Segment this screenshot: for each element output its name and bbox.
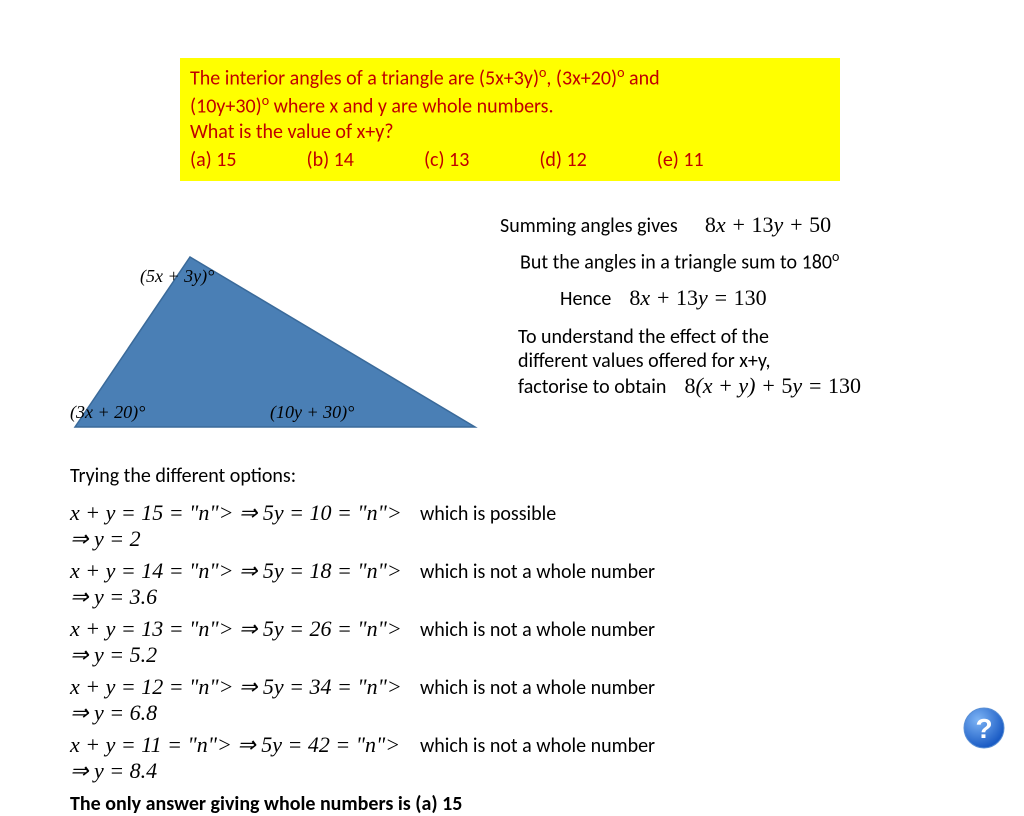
trial-row: x + y = 11 = "n"> ⇒ 5y = 42 = "n"> ⇒ y =… [70,732,990,784]
factored-expr: 8(x + y) + 5y = 130 [684,373,861,398]
trial-comment: which is not a whole number [420,734,655,758]
triangle-angle-right: (10y + 30)° [270,402,354,423]
option-c: (c) 13 [424,147,469,173]
help-icon: ? [962,706,1006,750]
trial-equation: x + y = 15 = "n"> ⇒ 5y = 10 = "n"> ⇒ y =… [70,500,420,552]
trial-comment: which is not a whole number [420,676,655,700]
option-d: (d) 12 [539,147,586,173]
trial-row: x + y = 14 = "n"> ⇒ 5y = 18 = "n"> ⇒ y =… [70,558,990,610]
trial-comment: which is not a whole number [420,618,655,642]
trials-section: Trying the different options: x + y = 15… [70,464,990,816]
trial-row: x + y = 12 = "n"> ⇒ 5y = 34 = "n"> ⇒ y =… [70,674,990,726]
hence-label: Hence [560,287,611,311]
answer-options: (a) 15 (b) 14 (c) 13 (d) 12 (e) 11 [190,147,830,173]
svg-text:?: ? [975,713,992,744]
trial-row: x + y = 15 = "n"> ⇒ 5y = 10 = "n"> ⇒ y =… [70,500,990,552]
triangle-angle-left: (3x + 20)° [70,402,145,423]
question-line1: The interior angles of a triangle are (5… [190,64,830,92]
final-answer: The only answer giving whole numbers is … [70,792,990,816]
summing-label: Summing angles gives [500,214,678,238]
understand-line1: To understand the effect of the [518,325,1010,349]
understand-line3: factorise to obtain [518,375,666,399]
trial-equation: x + y = 11 = "n"> ⇒ 5y = 42 = "n"> ⇒ y =… [70,732,420,784]
triangle-diagram: (5x + 3y)° (3x + 20)° (10y + 30)° [70,232,480,432]
trial-comment: which is possible [420,502,556,526]
option-b: (b) 14 [307,147,354,173]
option-e: (e) 11 [657,147,704,173]
trial-row: x + y = 13 = "n"> ⇒ 5y = 26 = "n"> ⇒ y =… [70,616,990,668]
triangle-angle-top: (5x + 3y)° [140,266,214,287]
working-column: Summing angles gives 8x + 13y + 50 But t… [500,212,1010,399]
trial-equation: x + y = 13 = "n"> ⇒ 5y = 26 = "n"> ⇒ y =… [70,616,420,668]
option-a: (a) 15 [190,147,237,173]
trial-equation: x + y = 12 = "n"> ⇒ 5y = 34 = "n"> ⇒ y =… [70,674,420,726]
help-button[interactable]: ? [962,706,1006,750]
summing-expr: 8x + 13y + 50 [705,212,831,237]
angle-sum-fact: But the angles in a triangle sum to 180o [520,248,1010,275]
trials-header: Trying the different options: [70,464,990,488]
question-line3: What is the value of x+y? [190,119,830,145]
hence-expr: 8x + 13y = 130 [629,285,766,310]
understand-line2: different values offered for x+y, [518,349,1010,373]
trial-comment: which is not a whole number [420,560,655,584]
question-line2: (10y+30)o where x and y are whole number… [190,92,830,120]
trial-equation: x + y = 14 = "n"> ⇒ 5y = 18 = "n"> ⇒ y =… [70,558,420,610]
question-box: The interior angles of a triangle are (5… [180,58,840,181]
